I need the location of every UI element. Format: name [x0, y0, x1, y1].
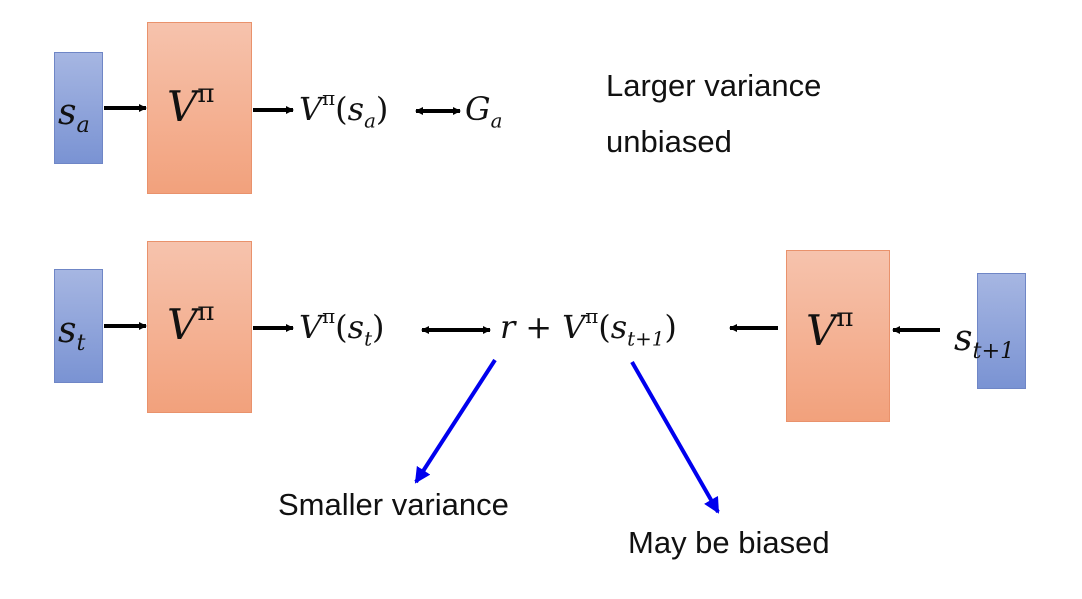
state-box-st: [54, 269, 103, 383]
note-unbiased: unbiased: [606, 124, 732, 159]
value-network-label-bottom-left: Vπ: [167, 297, 215, 349]
note-may-be-biased: May be biased: [628, 525, 830, 560]
state-label-sa: sa: [58, 92, 90, 139]
state-box-sa: [54, 52, 103, 164]
value-estimate-st: Vπ(st): [299, 305, 385, 351]
pointer-arrow-may-be-biased: [630, 361, 720, 514]
note-smaller-variance: Smaller variance: [278, 487, 509, 522]
value-network-box-bottom-left: [147, 241, 252, 413]
td-target: r + Vπ(st+1): [500, 305, 677, 351]
state-box-st1: [977, 273, 1026, 389]
value-network-box-bottom-right: [786, 250, 890, 422]
value-network-label-bottom-right: Vπ: [806, 303, 854, 355]
value-estimate-sa: Vπ(sa): [299, 87, 389, 133]
state-label-st1: st+1: [954, 318, 1015, 365]
state-label-st: st: [58, 310, 86, 357]
value-network-label-top: Vπ: [167, 79, 215, 131]
note-larger-variance: Larger variance: [606, 68, 822, 103]
return-ga: Ga: [465, 90, 503, 133]
pointer-arrow-smaller-variance: [414, 358, 497, 484]
value-network-box-top: [147, 22, 252, 194]
